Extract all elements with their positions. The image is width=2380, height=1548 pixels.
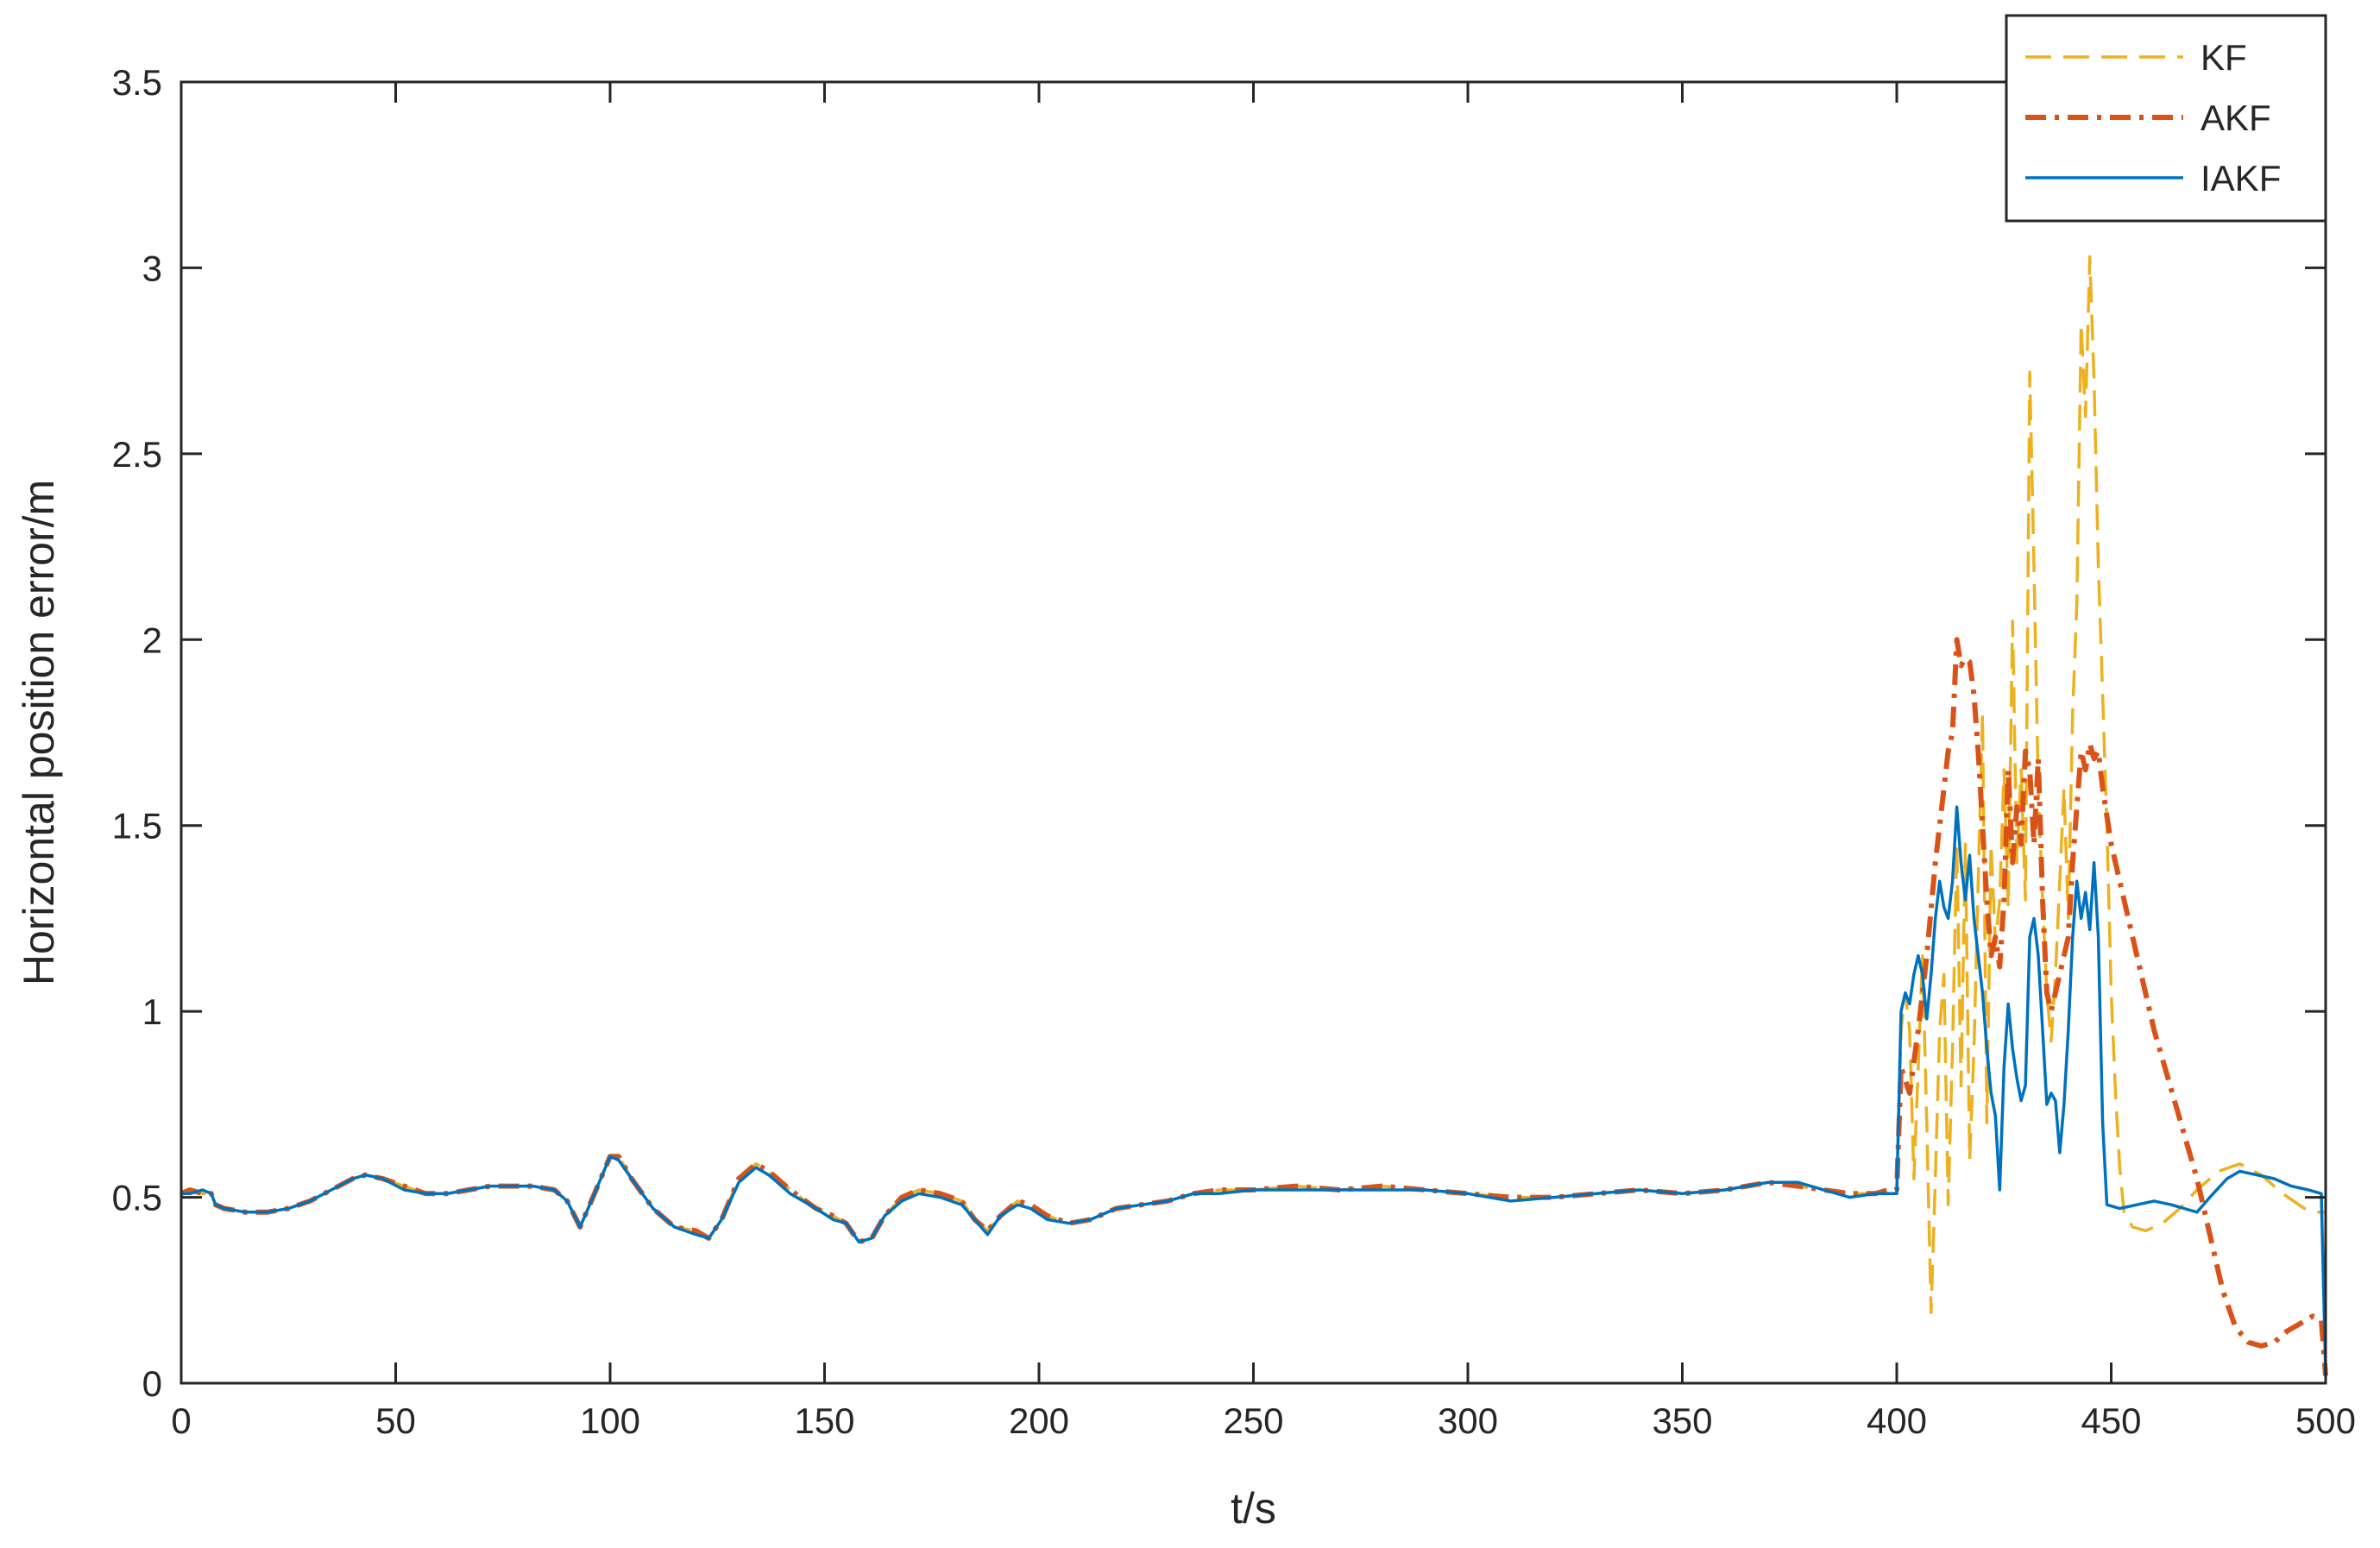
legend-label-iakf: IAKF (2201, 158, 2281, 198)
x-tick-label: 500 (2295, 1400, 2356, 1441)
x-tick-label: 250 (1223, 1400, 1283, 1441)
y-tick-label: 2 (142, 620, 162, 660)
legend-label-kf: KF (2201, 37, 2247, 78)
x-tick-label: 200 (1009, 1400, 1069, 1441)
y-axis-title: Horizontal position error/m (15, 480, 63, 985)
x-axis-title: t/s (1231, 1484, 1276, 1532)
x-tick-label: 150 (794, 1400, 854, 1441)
y-tick-label: 3.5 (112, 62, 162, 103)
x-tick-label: 100 (580, 1400, 640, 1441)
y-tick-label: 0.5 (112, 1178, 162, 1218)
x-tick-label: 300 (1438, 1400, 1498, 1441)
axes-layer: 0 50 100 150 200 250 300 350 400 450 500 0 0.5 1 1.5 2 2… (112, 62, 2356, 1441)
x-tick-label: 450 (2081, 1400, 2141, 1441)
y-tick-label: 2.5 (112, 434, 162, 475)
y-tick-label: 1.5 (112, 806, 162, 846)
legend: KF AKF IAKF (2005, 14, 2327, 223)
x-tick-label: 50 (375, 1400, 416, 1441)
x-tick-label: 400 (1867, 1400, 1927, 1441)
x-tick-label: 0 (171, 1400, 191, 1441)
y-tick-label: 1 (142, 991, 162, 1032)
x-tick-label: 350 (1652, 1400, 1712, 1441)
legend-label-akf: AKF (2201, 98, 2271, 138)
y-tick-label: 0 (142, 1363, 162, 1404)
series-line-iakf (181, 805, 2327, 1376)
series-layer (179, 255, 2328, 1376)
y-tick-label: 3 (142, 248, 162, 288)
